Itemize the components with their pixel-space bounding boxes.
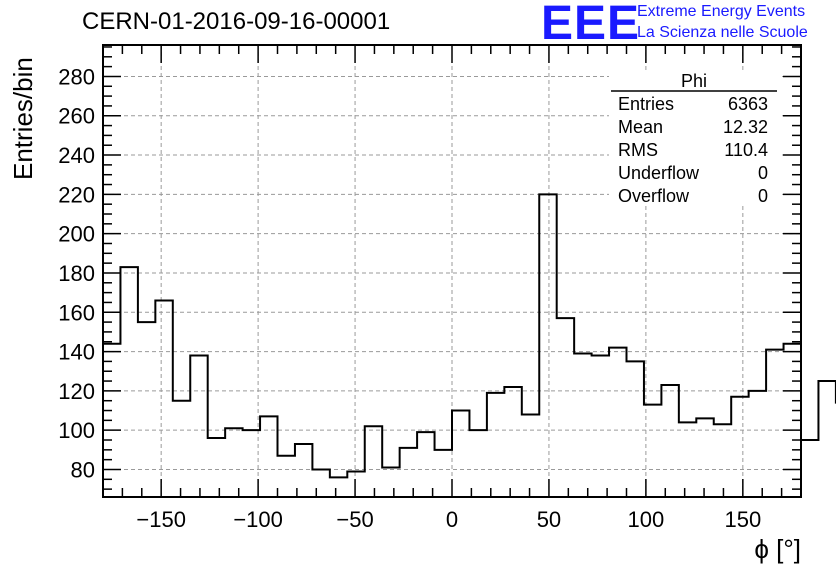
histogram-bin xyxy=(818,381,835,497)
stats-row-value: 0 xyxy=(758,163,768,183)
histogram-bin xyxy=(173,401,190,497)
stats-box-title: Phi xyxy=(681,71,707,91)
x-tick-label: −50 xyxy=(336,507,373,532)
y-tick-label: 280 xyxy=(58,64,95,89)
histogram-bin xyxy=(504,387,521,497)
logo-text-line-1: Extreme Energy Events xyxy=(637,3,806,20)
histogram-bin xyxy=(731,397,748,497)
histogram-bin xyxy=(487,393,504,497)
histogram-bin xyxy=(749,391,766,497)
histogram-bin xyxy=(522,414,539,497)
y-tick-label: 200 xyxy=(58,222,95,247)
histogram-bin xyxy=(679,422,696,497)
histogram-bin xyxy=(278,456,295,497)
y-tick-label: 140 xyxy=(58,340,95,365)
histogram-bin xyxy=(225,428,242,497)
histogram-bin xyxy=(382,468,399,497)
stats-box-background xyxy=(609,73,779,203)
histogram-bin xyxy=(435,450,452,497)
histogram-bin xyxy=(365,426,382,497)
x-axis-label: ϕ [°] xyxy=(754,534,801,564)
histogram-bin xyxy=(469,430,486,497)
y-tick-label: 180 xyxy=(58,261,95,286)
histogram-bin xyxy=(661,385,678,497)
histogram-bin xyxy=(120,267,137,497)
histogram-bin xyxy=(155,300,172,497)
histogram-bin xyxy=(696,418,713,497)
stats-row-value: 12.32 xyxy=(723,117,768,137)
eee-logo: EEE xyxy=(541,0,641,50)
y-tick-label: 240 xyxy=(58,143,95,168)
stats-row-label: Overflow xyxy=(618,186,690,206)
histogram-bin xyxy=(190,356,207,497)
y-tick-label: 80 xyxy=(71,457,95,482)
histogram-bin xyxy=(138,322,155,497)
histogram-bin xyxy=(609,348,626,497)
histogram-bin xyxy=(417,432,434,497)
stats-row-label: Underflow xyxy=(618,163,700,183)
histogram-bin xyxy=(574,354,591,497)
histogram-bin xyxy=(452,411,469,497)
stats-row-label: Entries xyxy=(618,94,674,114)
y-tick-label: 260 xyxy=(58,104,95,129)
stats-row-label: Mean xyxy=(618,117,663,137)
stats-row-label: RMS xyxy=(618,140,658,160)
histogram-bin xyxy=(801,440,818,497)
y-tick-label: 160 xyxy=(58,300,95,325)
histogram-bin xyxy=(260,416,277,497)
x-tick-label: 150 xyxy=(724,507,761,532)
histogram-bin xyxy=(347,471,364,497)
logo-text-line-2: La Scienza nelle Scuole xyxy=(637,24,808,41)
x-tick-label: −100 xyxy=(233,507,283,532)
stats-row-value: 110.4 xyxy=(724,140,768,160)
stats-box: Phi Entries 6363 Mean 12.32 RMS 110.4 Underflow… xyxy=(609,71,779,206)
x-tick-label: 100 xyxy=(628,507,665,532)
x-tick-label: −150 xyxy=(136,507,186,532)
axes: −150 −100 −50 0 50 100 150 80 100 120 140 160 180 200… xyxy=(58,44,802,532)
x-tick-label: 0 xyxy=(446,507,458,532)
histogram-bin xyxy=(312,469,329,497)
histogram-bin xyxy=(766,350,783,497)
histogram-outline xyxy=(103,193,836,479)
x-tick-label: 50 xyxy=(537,507,561,532)
stats-row-value: 6363 xyxy=(728,94,768,114)
histogram-bin xyxy=(539,194,556,497)
histogram-series xyxy=(103,193,836,497)
histogram-bin xyxy=(714,424,731,497)
y-tick-label: 100 xyxy=(58,418,95,443)
y-axis-label: Entries/bin xyxy=(8,57,38,180)
histogram-bin xyxy=(557,318,574,497)
histogram-bin xyxy=(592,356,609,497)
chart-title: CERN-01-2016-09-16-00001 xyxy=(82,8,391,35)
histogram-bin xyxy=(208,438,225,497)
y-tick-label: 120 xyxy=(58,379,95,404)
y-tick-label: 220 xyxy=(58,182,95,207)
stats-row-value: 0 xyxy=(758,186,768,206)
histogram-bin xyxy=(330,477,347,497)
histogram-bin xyxy=(400,448,417,497)
histogram-bin xyxy=(627,361,644,497)
